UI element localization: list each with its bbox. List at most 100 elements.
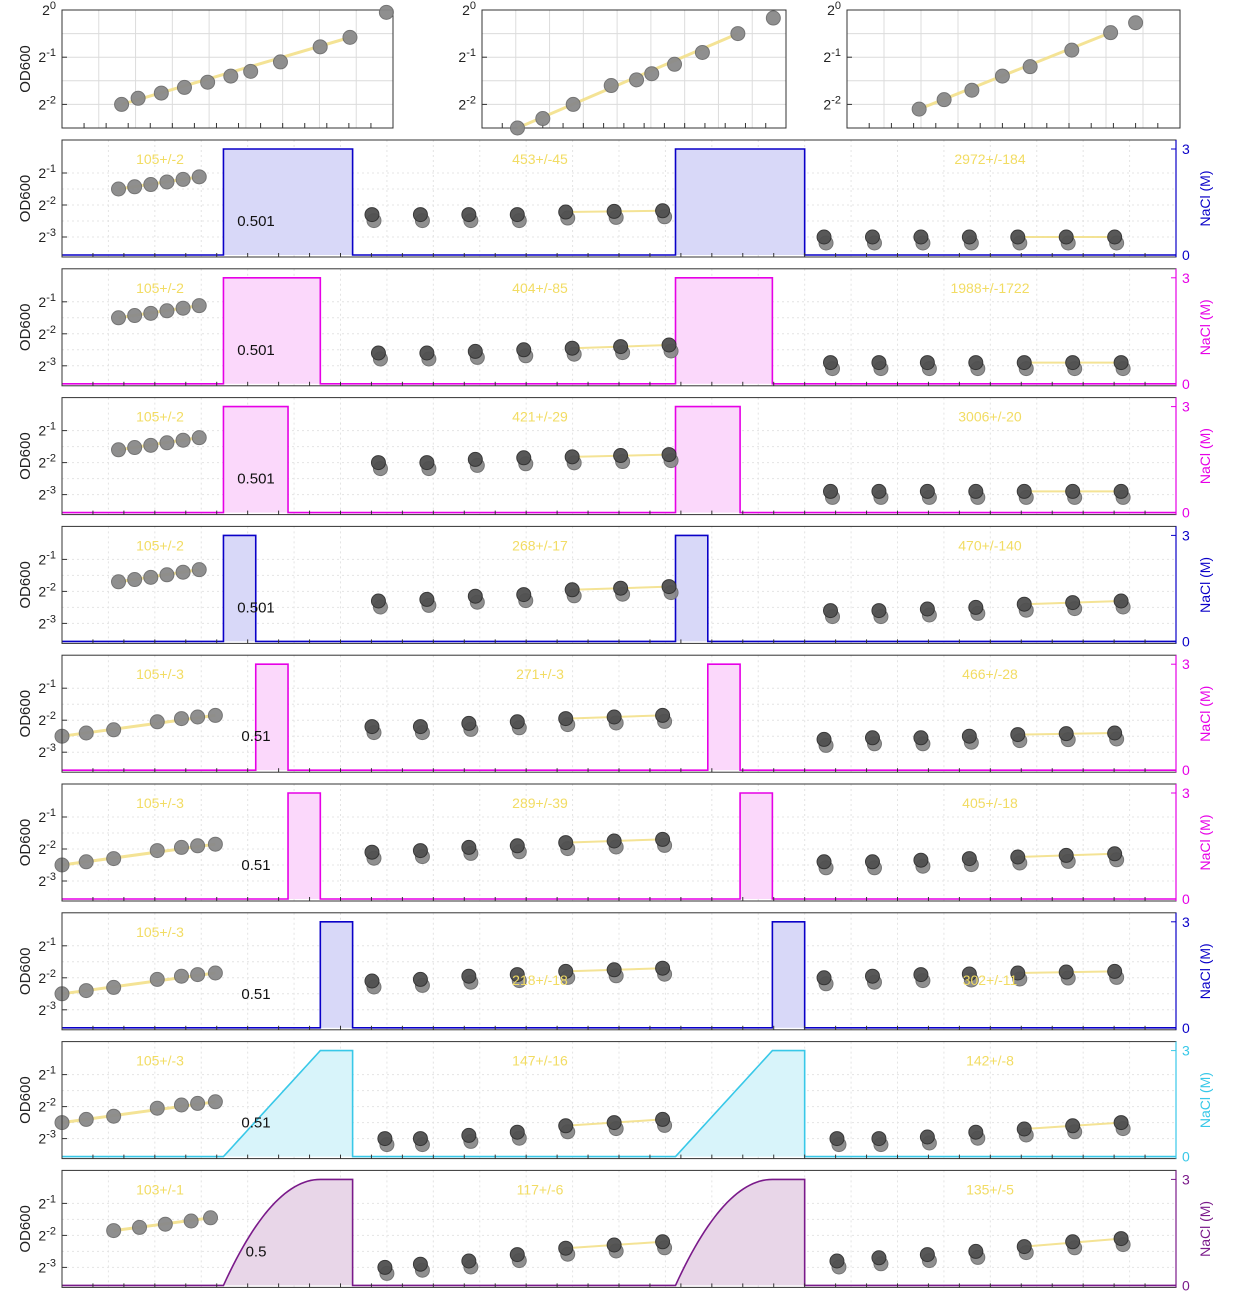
data-point	[203, 1210, 219, 1226]
data-point	[364, 719, 380, 735]
data-point	[159, 567, 175, 583]
data-point	[509, 120, 525, 136]
nacl-pulse-fill	[223, 149, 353, 255]
data-point	[207, 707, 223, 723]
row-panel: 2-1 2-2 2-3 0 3 NaCl (M) OD600 105+/-2 421+/-29 3…	[17, 397, 1213, 521]
doubling-label: 0.501	[237, 471, 275, 488]
data-point	[370, 345, 386, 361]
rate-annotation: 1988+/-1722	[950, 280, 1029, 296]
data-point	[864, 854, 880, 870]
rate-annotation: 105+/-2	[136, 537, 184, 553]
rate-annotation: 453+/-45	[512, 151, 568, 167]
data-point	[419, 455, 435, 471]
right-tick-label: 0	[1182, 762, 1190, 778]
data-point	[564, 340, 580, 356]
data-point	[127, 179, 143, 195]
data-point	[412, 971, 428, 987]
data-point	[419, 345, 435, 361]
right-tick-label: 0	[1182, 505, 1190, 521]
data-point	[558, 1118, 574, 1134]
data-point	[78, 725, 94, 741]
data-point	[364, 973, 380, 989]
rate-annotation: 404+/-85	[512, 280, 568, 296]
data-point	[603, 78, 619, 94]
data-point	[509, 838, 525, 854]
data-point	[1010, 849, 1026, 865]
y-axis-label: OD600	[17, 561, 34, 609]
data-point	[1058, 964, 1074, 980]
rate-annotation: 105+/-3	[136, 924, 184, 940]
rate-annotation: 103+/-1	[136, 1181, 184, 1197]
rate-annotation: 147+/-16	[512, 1053, 568, 1069]
data-point	[159, 174, 175, 190]
data-point	[655, 707, 671, 723]
data-point	[1107, 229, 1123, 245]
data-point	[964, 82, 980, 98]
data-point	[183, 1213, 199, 1229]
data-point	[667, 56, 683, 72]
right-tick-label: 0	[1182, 1149, 1190, 1165]
rate-annotation: 117+/-6	[517, 1181, 564, 1197]
data-point	[461, 968, 477, 984]
data-point	[655, 1111, 671, 1127]
right-axis-label: NaCl (M)	[1197, 1072, 1213, 1128]
right-tick-label: 0	[1182, 633, 1190, 649]
data-point	[730, 26, 746, 42]
data-point	[370, 593, 386, 609]
right-tick-label: 0	[1182, 1277, 1190, 1293]
data-point	[106, 851, 122, 867]
data-point	[207, 965, 223, 981]
y-tick-label: 2-3	[38, 613, 56, 631]
data-point	[509, 1124, 525, 1140]
data-point	[149, 971, 165, 987]
data-point	[78, 1111, 94, 1127]
data-point	[191, 169, 207, 185]
data-point	[558, 204, 574, 220]
data-point	[961, 851, 977, 867]
doubling-label: 0.51	[241, 857, 270, 874]
plot-area	[62, 10, 393, 128]
y-tick-label: 2-2	[38, 839, 56, 857]
data-point	[509, 714, 525, 730]
data-point	[461, 1253, 477, 1269]
data-point	[173, 711, 189, 727]
data-point	[377, 1259, 393, 1275]
data-point	[412, 1131, 428, 1147]
y-tick-label: 2-2	[38, 1225, 56, 1243]
data-point	[558, 835, 574, 851]
data-point	[913, 967, 929, 983]
data-point	[175, 300, 191, 316]
data-point	[509, 1247, 525, 1263]
data-point	[191, 298, 207, 314]
data-point	[1065, 1234, 1081, 1250]
right-tick-label: 0	[1182, 1020, 1190, 1036]
data-point	[864, 968, 880, 984]
data-point	[159, 303, 175, 319]
data-point	[1113, 1231, 1129, 1247]
y-tick-label: 2-1	[458, 47, 476, 65]
y-tick-label: 2-1	[38, 163, 56, 181]
y-tick-label: 20	[462, 0, 476, 18]
nacl-pulse-fill	[772, 921, 805, 1028]
data-point	[535, 111, 551, 127]
nacl-pulse-fill	[223, 1050, 353, 1157]
data-point	[919, 1247, 935, 1263]
right-tick-label: 0	[1182, 247, 1190, 263]
data-point	[655, 960, 671, 976]
data-point	[613, 339, 629, 355]
y-axis-label: OD600	[17, 690, 34, 738]
data-point	[558, 963, 574, 979]
data-point	[127, 308, 143, 324]
data-point	[173, 968, 189, 984]
data-point	[816, 970, 832, 986]
data-point	[936, 92, 952, 108]
data-point	[412, 1256, 428, 1272]
y-tick-label: 2-1	[38, 292, 56, 310]
data-point	[78, 983, 94, 999]
data-point	[149, 1100, 165, 1116]
data-point	[149, 843, 165, 859]
data-point	[606, 833, 622, 849]
nacl-trace	[62, 405, 1176, 514]
data-point	[919, 355, 935, 371]
